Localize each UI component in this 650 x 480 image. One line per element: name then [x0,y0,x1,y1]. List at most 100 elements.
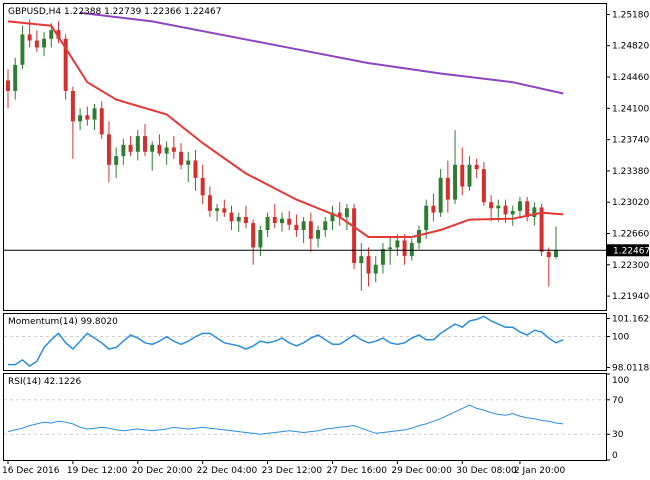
time-tick-label: 29 Dec 00:00 [391,466,452,476]
candle-bear [308,221,313,239]
candle-bull [323,221,328,231]
candle-bear [445,177,450,200]
candle-bull [49,30,54,39]
candle-bull [554,250,558,257]
candle-bear [106,134,111,165]
candle-bear [352,208,357,264]
candle-bear [27,34,32,41]
time-tick-label: 20 Dec 20:00 [132,466,193,476]
candle-bull [92,108,97,120]
candle-bull [409,243,414,257]
candle-bull [42,38,47,48]
price-tick-label: 1.24460 [612,73,649,83]
time-tick-label: 22 Dec 04:00 [197,466,258,476]
candle-bear [229,212,234,222]
candle-bear [171,147,176,152]
time-tick-label: 19 Dec 12:00 [67,466,128,476]
price-tick-label: 1.23740 [612,136,649,146]
axes: 1.25180 1.24820 1.24460 1.24100 1.23740 1.233… [2,10,650,476]
symbol-header: GBPUSD,H4 [8,7,61,17]
price-tick-label: 1.24100 [612,104,649,114]
candle-bear [193,160,198,178]
price-tick-label: 1.22300 [612,261,649,271]
candle-bull [20,34,25,65]
candle-bear [287,218,292,225]
candle-bull [438,177,443,213]
candle-bear [70,90,75,122]
candle-bull [388,247,393,250]
price-tick-label: 1.25180 [612,10,649,20]
candle-bull [186,160,191,165]
momentum-line [8,315,564,368]
moving-average-slow-line [79,11,564,95]
candle-bear [272,216,277,224]
candle-bear [431,205,436,213]
candle-bull [13,64,18,91]
ohlc-header: 1.22388 1.22739 1.22366 1.22467 [64,7,221,17]
candle-bear [128,144,133,152]
candle-bull [496,205,501,209]
time-tick-label: 16 Dec 2016 [2,466,60,476]
candle-bull [344,208,349,217]
candle-bull [280,218,284,224]
rsi-header: RSI(14) 42.1226 [8,377,81,387]
rsi-tick-label: 0 [612,451,618,461]
price-tick-label: 1.23380 [612,167,649,177]
candle-bear [56,30,61,39]
candle-bear [402,240,407,257]
candle-bull [373,264,378,274]
current-price-badge [607,244,649,257]
price-tick-label: 1.22660 [612,230,649,240]
rsi-tick-label: 70 [612,396,624,406]
time-tick-label: 27 Dec 16:00 [326,466,387,476]
candle-bear [481,169,486,203]
candle-bear [99,108,104,135]
candle-bear [337,212,342,217]
candle-bull [417,230,421,244]
candle-bear [460,164,465,187]
candle-bear [366,256,371,274]
candle-bull [359,256,364,264]
momentum-pane-frame [3,313,607,371]
candle-bear [6,80,10,91]
candle-bear [85,115,90,120]
momentum-tick-label: 98.0118 [612,363,649,373]
candle-bear [525,201,530,217]
candle-bear [63,38,68,91]
price-tick-label: 1.21940 [612,292,649,302]
candle-bull [467,164,472,187]
candle-bull [265,216,270,231]
candle-bull [114,156,119,165]
momentum-header: Momentum(14) 99.8020 [8,317,118,327]
candle-bull [453,164,458,200]
candle-bear [243,216,248,224]
candle-bull [517,201,522,211]
momentum-tick-label: 101.1629 [612,314,650,324]
candle-bear [294,224,299,231]
candle-bear [489,202,494,209]
candle-bull [150,144,155,152]
candle-bull [380,249,385,265]
candle-bull [395,240,400,248]
candle-bull [258,230,263,248]
candle-bull [532,207,537,217]
candle-bear [200,177,205,196]
candle-bull [316,230,321,239]
candle-bull [301,221,306,231]
main-pane-frame [3,3,607,311]
moving-average-fast-line [7,20,564,238]
main-pane [4,11,606,291]
candle-bull [215,208,220,211]
current-price-label: 1.22467 [613,246,650,256]
time-tick-label: 23 Dec 12:00 [262,466,323,476]
candle-bear [503,205,508,215]
rsi-pane [4,399,606,435]
time-tick-label: 2 Jan 20:00 [514,466,566,476]
candle-bull [121,144,126,157]
candle-bear [539,207,544,252]
price-tick-label: 1.24820 [612,42,649,52]
candle-bear [143,136,147,152]
candle-bear [207,195,212,211]
candle-bear [157,144,162,154]
